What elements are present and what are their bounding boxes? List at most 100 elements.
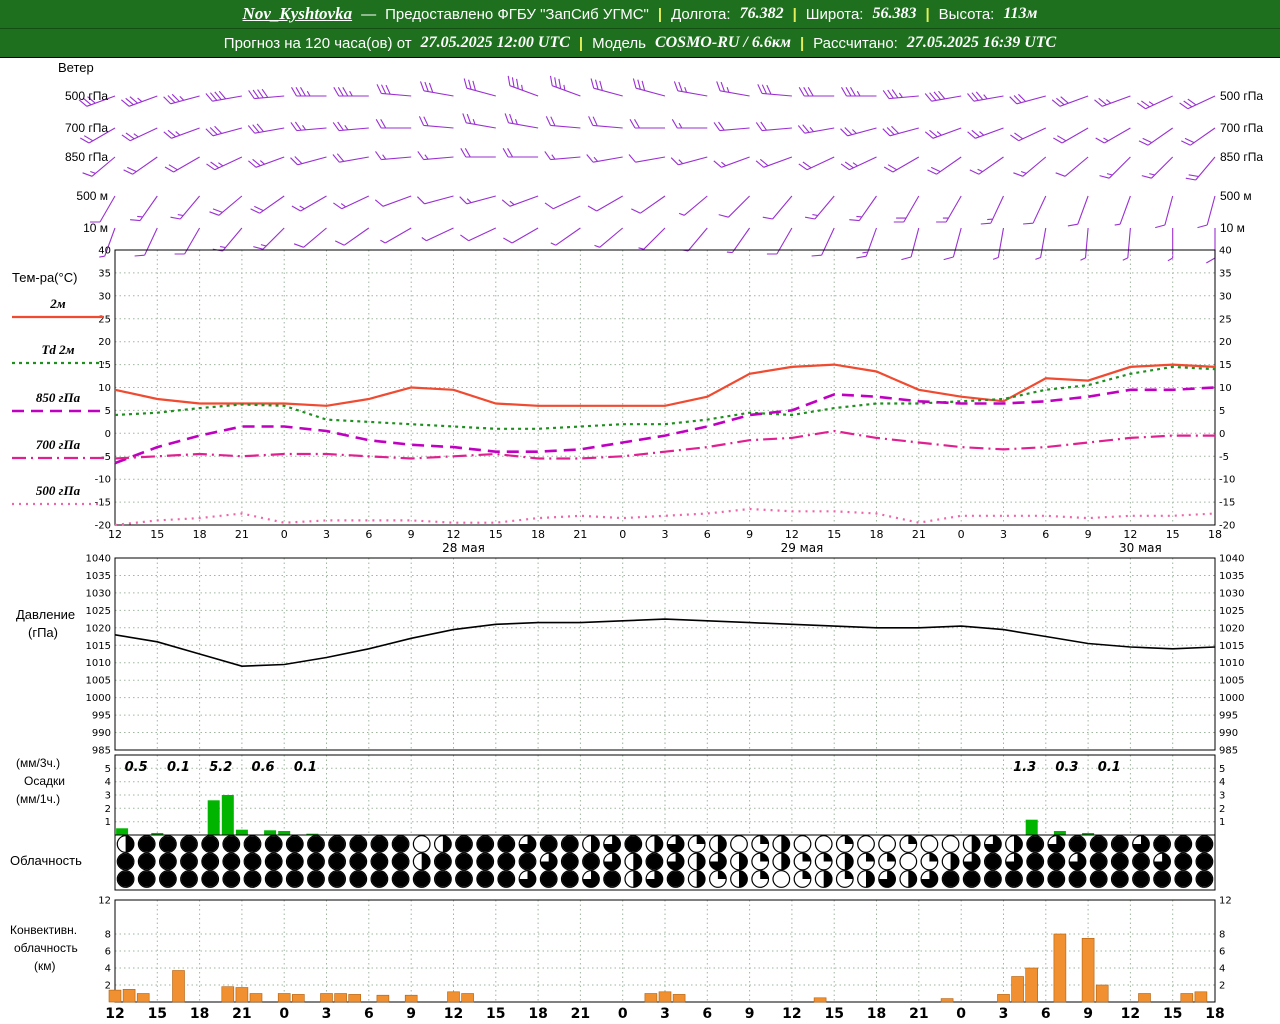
precip-sum-label: 5.2 <box>209 760 232 775</box>
cloud-fill <box>646 853 663 870</box>
hour-label: 18 <box>870 528 884 541</box>
cloud-fill <box>435 871 451 887</box>
calc-label: Рассчитано: <box>813 34 898 52</box>
bottom-hour-label: 12 <box>444 1006 463 1022</box>
convective-label-1: Конвективн. <box>10 923 78 937</box>
wind-barb <box>502 148 539 158</box>
cloud-fill <box>392 836 409 852</box>
cloud-fill <box>223 871 240 887</box>
bottom-hour-label: 9 <box>1083 1006 1093 1022</box>
cloud-fill <box>760 835 769 844</box>
cloud-fill <box>667 835 684 853</box>
longitude-value: 76.382 <box>739 5 784 22</box>
bottom-hour-label: 0 <box>956 1006 966 1022</box>
cloud-fill <box>540 853 557 870</box>
cloud-symbol <box>412 835 431 853</box>
wind-barb <box>380 227 412 244</box>
legend-item-td2m: Td 2м <box>8 342 108 368</box>
cloud-fill <box>308 836 324 852</box>
cloud-fill <box>1048 871 1065 887</box>
wind-barb <box>463 78 496 97</box>
cloud-fill <box>646 870 663 888</box>
wind-level-label-700hpa-right: 700 гПа <box>1220 121 1264 135</box>
precip-bar <box>151 833 164 835</box>
cloud-fill <box>1132 835 1150 853</box>
temp-series-t2m <box>114 363 1216 407</box>
wind-barb <box>927 156 962 175</box>
precip-bar <box>278 831 291 835</box>
convective-bar <box>1138 993 1151 1003</box>
legend-line-sample <box>12 502 104 506</box>
cloud-fill <box>350 871 367 887</box>
wind-barb <box>332 121 369 132</box>
wind-barb <box>901 227 920 261</box>
wind-barb <box>840 156 877 171</box>
cloud-fill <box>603 835 621 853</box>
wind-barb <box>250 195 285 214</box>
cloud-fill <box>625 836 642 852</box>
wind-barb <box>459 195 496 205</box>
wind-barb <box>545 116 581 129</box>
convective-bar <box>122 988 136 1003</box>
wind-barb <box>332 153 369 163</box>
wind-barb <box>1181 127 1216 146</box>
cloud-fill <box>844 835 854 844</box>
cloud-fill <box>866 870 875 888</box>
cloud-fill <box>223 853 240 870</box>
convective-bar <box>376 994 390 1003</box>
convective-bar <box>672 994 686 1003</box>
wind-barb <box>1080 227 1089 261</box>
cloud-fill <box>591 835 600 853</box>
date-label: 28 мая <box>442 541 485 555</box>
axis-label: 1010 <box>86 658 111 669</box>
axis-label: 15 <box>1219 360 1232 371</box>
cloud-fill <box>1027 871 1043 887</box>
cloud-fill <box>181 871 197 887</box>
pressure-line <box>114 618 1216 668</box>
axis-label: 1 <box>105 817 111 828</box>
wind-barb <box>248 88 285 100</box>
station-name: Nov_Kyshtovka <box>242 4 353 23</box>
wind-barb <box>163 93 200 105</box>
cloud-fill <box>421 853 430 870</box>
axis-label: 1020 <box>86 623 111 634</box>
axis-label: 20 <box>1219 337 1232 348</box>
cloud-fill <box>117 871 134 887</box>
wind-barb <box>588 116 623 129</box>
legend-item-t850: 850 гПа <box>8 390 108 416</box>
axis-label: -15 <box>1219 498 1235 509</box>
pressure-frame <box>114 557 1216 751</box>
cloud-fill <box>1048 853 1065 870</box>
pressure-panel-unit: (гПа) <box>28 625 58 640</box>
cloud-fill <box>1027 836 1043 852</box>
hour-label: 18 <box>1208 528 1222 541</box>
wind-barb <box>134 227 158 257</box>
cloud-fill <box>921 870 938 888</box>
bottom-hour-label: 18 <box>190 1006 209 1022</box>
cloud-fill <box>562 836 578 852</box>
axis-label: 1030 <box>1219 588 1244 599</box>
axis-label: 3 <box>105 791 111 802</box>
cloud-fill <box>1112 853 1128 870</box>
axis-label: 6 <box>1219 947 1225 958</box>
axis-label: 10 <box>98 383 111 394</box>
convective-bar <box>221 986 235 1003</box>
cloud-fill <box>823 870 832 888</box>
wind-barb <box>1197 195 1216 229</box>
axis-label: -5 <box>1219 452 1229 463</box>
cloud-fill <box>329 853 345 870</box>
precip-sum-label: 0.3 <box>1055 760 1078 775</box>
legend-label-t500: 500 гПа <box>35 483 81 498</box>
cloud-fill <box>802 870 811 879</box>
cloud-fill <box>519 835 536 853</box>
wind-barb <box>462 113 496 129</box>
wind-barb <box>1185 156 1216 181</box>
convective-bar <box>447 991 460 1003</box>
cloud-fill <box>202 853 218 870</box>
convective-bar <box>1011 976 1024 1003</box>
wind-barb <box>333 195 370 210</box>
wind-barb <box>170 195 201 220</box>
wind-barb <box>1094 95 1131 107</box>
legend-item-t700: 700 гПа <box>8 437 108 463</box>
axis-label: 4 <box>1219 964 1225 975</box>
